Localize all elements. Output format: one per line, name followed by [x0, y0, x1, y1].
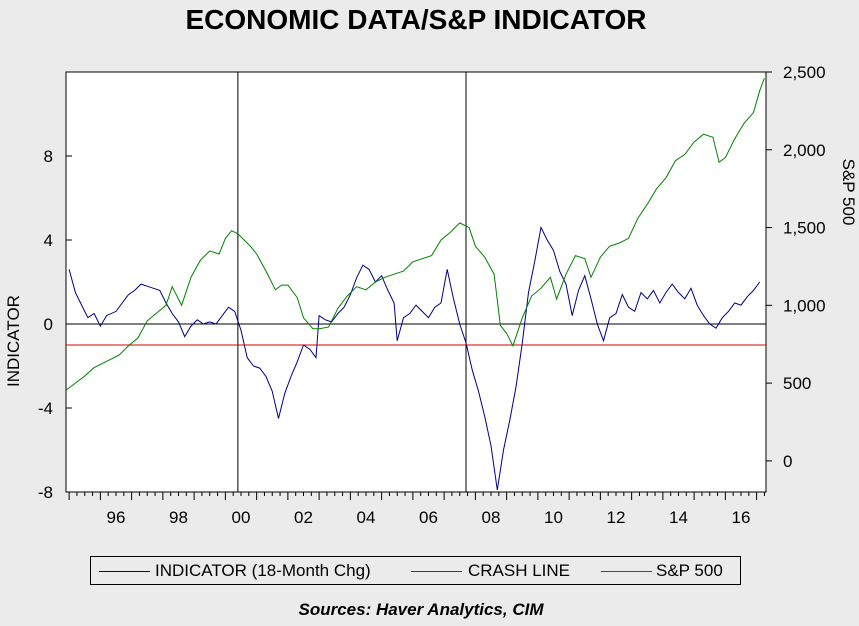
left-tick-label-4: 8 — [44, 147, 53, 166]
legend-swatch-crash-line — [411, 571, 462, 572]
left-tick-label-3: 4 — [44, 231, 53, 250]
x-tick-label-2: 00 — [232, 508, 251, 527]
left-axis-label: INDICATOR — [4, 295, 23, 387]
right-tick-label-3: 1,500 — [783, 219, 826, 238]
right-tick-label-4: 2,000 — [783, 141, 826, 160]
legend-label-sp500: S&P 500 — [656, 561, 723, 580]
series-s-p-500 — [65, 78, 765, 391]
right-tick-label-2: 1,000 — [783, 296, 826, 315]
legend: INDICATOR (18-Month Chg) CRASH LINE S&P … — [90, 556, 741, 585]
right-tick-label-5: 2,500 — [783, 63, 826, 82]
x-tick-label-8: 12 — [607, 508, 626, 527]
legend-swatch-indicator — [99, 571, 150, 572]
x-tick-label-6: 08 — [482, 508, 501, 527]
x-tick-label-7: 10 — [544, 508, 563, 527]
right-tick-label-0: 0 — [783, 452, 792, 471]
left-tick-label-0: -8 — [38, 483, 53, 502]
series-indicator-18-month-chg — [68, 225, 761, 490]
x-tick-label-9: 14 — [669, 508, 688, 527]
right-tick-label-1: 500 — [783, 374, 811, 393]
x-tick-label-4: 04 — [357, 508, 376, 527]
source-note: Sources: Haver Analytics, CIM — [298, 600, 544, 619]
legend-label-crash-line: CRASH LINE — [468, 561, 571, 580]
plot-area — [65, 71, 767, 493]
legend-label-indicator: INDICATOR (18-Month Chg) — [155, 561, 371, 580]
left-tick-label-1: -4 — [38, 399, 53, 418]
legend-swatch-sp500 — [601, 571, 652, 572]
right-axis-label: S&P 500 — [839, 159, 858, 226]
x-tick-label-10: 16 — [732, 508, 751, 527]
x-tick-label-3: 02 — [294, 508, 313, 527]
chart-title: ECONOMIC DATA/S&P INDICATOR — [185, 4, 647, 35]
x-tick-label-1: 98 — [169, 508, 188, 527]
series-layer — [65, 72, 766, 492]
x-tick-label-0: 96 — [107, 508, 126, 527]
x-tick-label-5: 06 — [419, 508, 438, 527]
left-tick-label-2: 0 — [44, 315, 53, 334]
